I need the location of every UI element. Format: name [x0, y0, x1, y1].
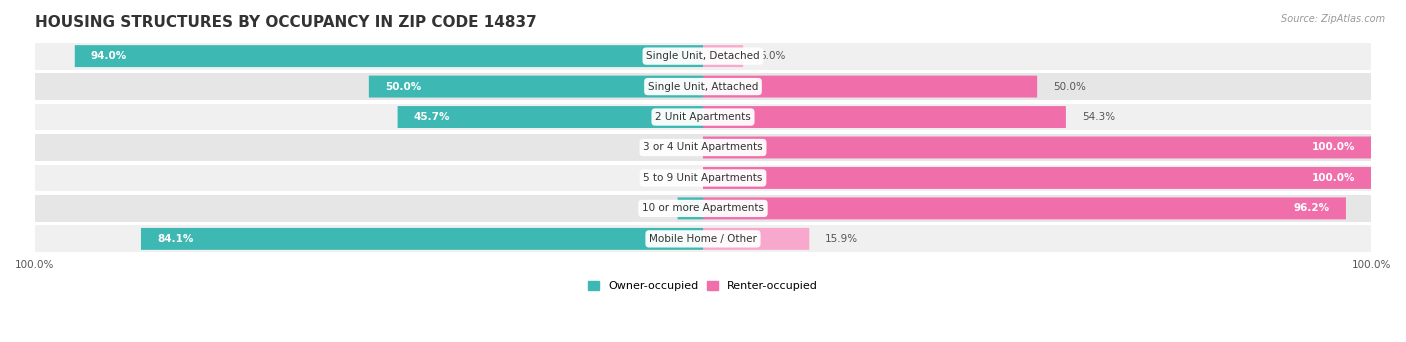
Text: 6.0%: 6.0% [759, 51, 786, 61]
Text: 0.0%: 0.0% [671, 143, 696, 153]
Bar [35, 73, 1371, 100]
Text: 50.0%: 50.0% [385, 82, 422, 92]
Bar [678, 197, 703, 219]
Bar [35, 104, 1371, 130]
Bar [35, 225, 1371, 252]
Text: 10 or more Apartments: 10 or more Apartments [643, 203, 763, 213]
Text: Mobile Home / Other: Mobile Home / Other [650, 234, 756, 244]
Bar [703, 76, 1038, 97]
Text: 96.2%: 96.2% [1294, 203, 1330, 213]
Text: Single Unit, Attached: Single Unit, Attached [648, 82, 758, 92]
Bar [35, 165, 1371, 192]
Text: 45.7%: 45.7% [413, 112, 450, 122]
Text: 54.3%: 54.3% [1083, 112, 1115, 122]
Text: 5 to 9 Unit Apartments: 5 to 9 Unit Apartments [644, 173, 762, 183]
Bar [703, 45, 744, 67]
Bar [703, 106, 1066, 128]
Bar [703, 167, 1371, 189]
Text: 15.9%: 15.9% [825, 234, 859, 244]
Text: 84.1%: 84.1% [157, 234, 194, 244]
Text: 94.0%: 94.0% [91, 51, 127, 61]
Text: Single Unit, Detached: Single Unit, Detached [647, 51, 759, 61]
Bar [368, 76, 703, 97]
Text: 50.0%: 50.0% [1053, 82, 1085, 92]
Bar [703, 136, 1371, 158]
Text: Source: ZipAtlas.com: Source: ZipAtlas.com [1281, 14, 1385, 24]
Bar [398, 106, 703, 128]
Text: 100.0%: 100.0% [1312, 173, 1355, 183]
Bar [703, 228, 810, 250]
Text: 0.0%: 0.0% [671, 173, 696, 183]
Bar [75, 45, 703, 67]
Text: 100.0%: 100.0% [1312, 143, 1355, 153]
Bar [141, 228, 703, 250]
Bar [35, 43, 1371, 69]
Legend: Owner-occupied, Renter-occupied: Owner-occupied, Renter-occupied [583, 276, 823, 295]
Text: HOUSING STRUCTURES BY OCCUPANCY IN ZIP CODE 14837: HOUSING STRUCTURES BY OCCUPANCY IN ZIP C… [35, 15, 537, 30]
Text: 2 Unit Apartments: 2 Unit Apartments [655, 112, 751, 122]
Text: 3 or 4 Unit Apartments: 3 or 4 Unit Apartments [643, 143, 763, 153]
Bar [35, 195, 1371, 222]
Text: 3.8%: 3.8% [640, 203, 666, 213]
Bar [703, 197, 1346, 219]
Bar [35, 134, 1371, 161]
